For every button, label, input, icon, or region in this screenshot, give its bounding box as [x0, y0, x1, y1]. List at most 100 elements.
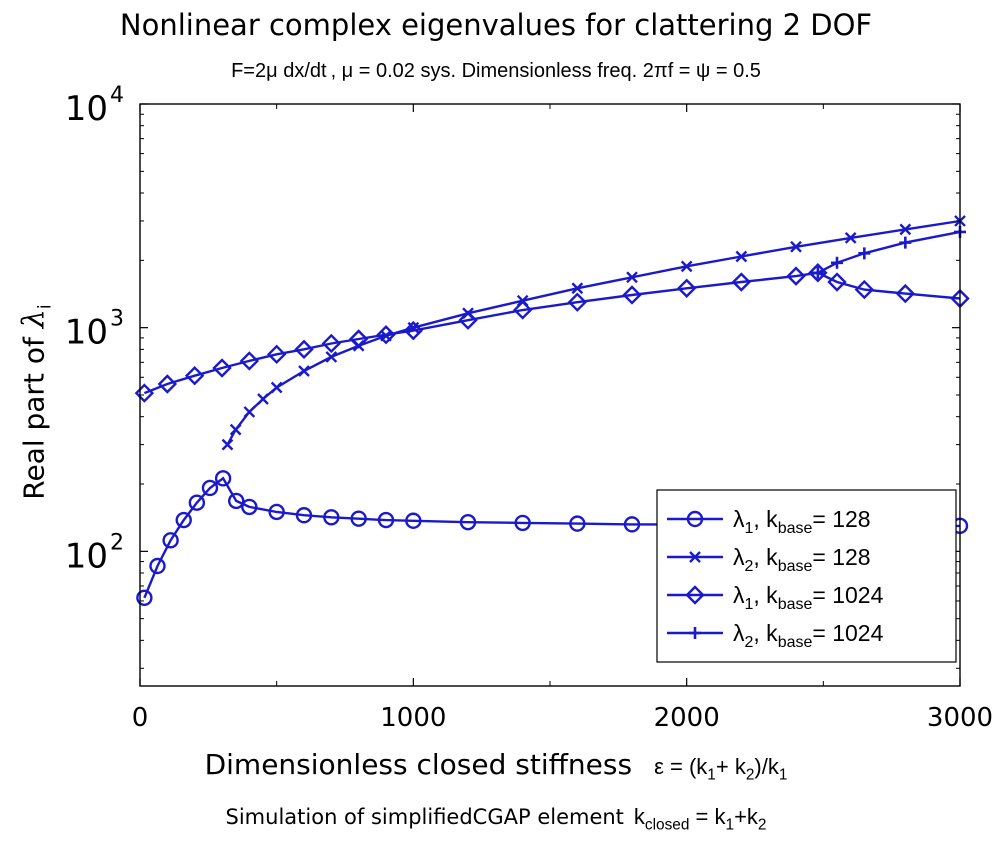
caption-formula-sub: 2 [757, 816, 767, 834]
data-point [622, 285, 642, 305]
data-point [676, 278, 697, 298]
data-point [294, 339, 314, 360]
data-point [257, 393, 269, 405]
data-point [858, 247, 871, 260]
y-tick-base: 10 [65, 89, 108, 129]
x-axis-label-text: Dimensionless closed stiffness [204, 748, 633, 781]
data-point [348, 329, 369, 349]
x-tick-label: 2000 [654, 703, 720, 733]
data-point [134, 383, 155, 403]
data-point [298, 365, 310, 377]
y-tick-base: 10 [65, 313, 108, 353]
legend-label-part: 2 [745, 558, 754, 575]
x-axis-label: Dimensionless closed stiffness ε = (k1+ k… [0, 748, 992, 784]
caption-formula-part: = k [689, 804, 726, 829]
data-point [188, 494, 206, 511]
legend-entry-2: λ2, kbase= 128 [667, 544, 871, 575]
data-point [569, 515, 586, 532]
data-point [239, 351, 260, 371]
data-point [270, 381, 283, 394]
legend-label-part: = 128 [812, 506, 870, 532]
x-formula-part: )/k [754, 754, 779, 779]
series-line [226, 219, 961, 446]
chart-title: Nonlinear complex eigenvalues for clatte… [119, 8, 873, 42]
data-point [827, 272, 847, 292]
data-point [403, 320, 424, 341]
data-point [899, 236, 912, 249]
legend-label-part: λ [733, 620, 745, 646]
data-point [323, 509, 340, 526]
legend-label-part: , k [753, 506, 778, 532]
data-point [241, 498, 258, 516]
series-line [817, 230, 961, 274]
data-point [735, 250, 748, 263]
data-point [405, 512, 422, 529]
legend-entry-4: λ2, kbase= 1024 [667, 620, 884, 651]
data-point [266, 344, 287, 365]
data-point [243, 406, 256, 418]
y-tick-label: 10 [65, 89, 108, 129]
x-axis-formula: ε = (k1+ k2)/k1 [654, 754, 787, 783]
x-formula-sub: 2 [745, 766, 755, 784]
data-point [149, 557, 166, 575]
y-tick-label: 10 [65, 536, 108, 576]
data-point [350, 510, 367, 527]
data-point [157, 374, 178, 394]
caption-formula-part: +k [734, 804, 758, 829]
subtitle-force-term: F=2μ dx/dt [231, 60, 327, 82]
caption-text: Simulation of simplifiedCGAP element [225, 805, 624, 829]
legend-label-part: = 1024 [812, 582, 883, 608]
data-point [175, 511, 192, 529]
data-point [221, 438, 234, 451]
caption-formula-sub: closed [644, 816, 690, 834]
legend-entry-1: λ1, kbase= 128 [667, 506, 871, 537]
legend-label: λ1, kbase= 128 [733, 506, 871, 537]
x-tick-label: 1000 [380, 703, 446, 733]
x-formula-sub: 1 [707, 766, 716, 784]
data-point [458, 310, 478, 330]
legend-label-part: base [778, 520, 813, 537]
data-point [321, 333, 342, 354]
legend-label-part: = 1024 [812, 620, 883, 646]
subtitle-parameters: , μ = 0.02 sys. Dimensionless freq. 2πf … [330, 60, 761, 82]
data-point [376, 325, 396, 345]
y-tick-exponent: 2 [110, 530, 124, 555]
x-formula-part: ε = (k [654, 754, 708, 779]
series-2 [221, 215, 966, 451]
y-tick-exponent: 3 [110, 307, 124, 332]
legend-label: λ1, kbase= 1024 [733, 582, 884, 613]
data-point [731, 272, 752, 292]
legend-label: λ2, kbase= 128 [733, 544, 871, 575]
data-point [571, 282, 584, 295]
data-point [229, 423, 242, 436]
legend-label-part: base [778, 558, 813, 575]
chart-subtitle: F=2μ dx/dt, μ = 0.02 sys. Dimensionless … [0, 60, 992, 83]
data-point [295, 507, 313, 524]
data-point [831, 256, 843, 269]
data-point [212, 358, 232, 378]
caption-formula: kclosed = k1+k2 [634, 804, 767, 833]
data-point [626, 271, 638, 284]
legend-marker [689, 627, 701, 639]
legend-label-part: 2 [745, 634, 754, 651]
series-4 [811, 225, 966, 279]
data-point [811, 266, 824, 279]
caption-formula-sub: 1 [725, 816, 735, 834]
figure-caption: Simulation of simplifiedCGAP element kclo… [0, 804, 992, 834]
data-point [214, 470, 232, 487]
data-point [184, 365, 205, 386]
data-point [854, 279, 875, 300]
legend-label-part: λ [733, 506, 745, 532]
legend-label-part: = 128 [812, 544, 870, 570]
series-3 [134, 263, 970, 403]
legend-label-part: , k [753, 620, 778, 646]
x-formula-sub: 1 [778, 766, 788, 784]
data-point [895, 283, 916, 304]
legend-label-part: base [778, 634, 813, 651]
data-point [136, 589, 153, 606]
legend-entry-3: λ1, kbase= 1024 [667, 582, 884, 613]
data-point [228, 492, 245, 510]
y-tick-label: 10 [65, 313, 108, 353]
